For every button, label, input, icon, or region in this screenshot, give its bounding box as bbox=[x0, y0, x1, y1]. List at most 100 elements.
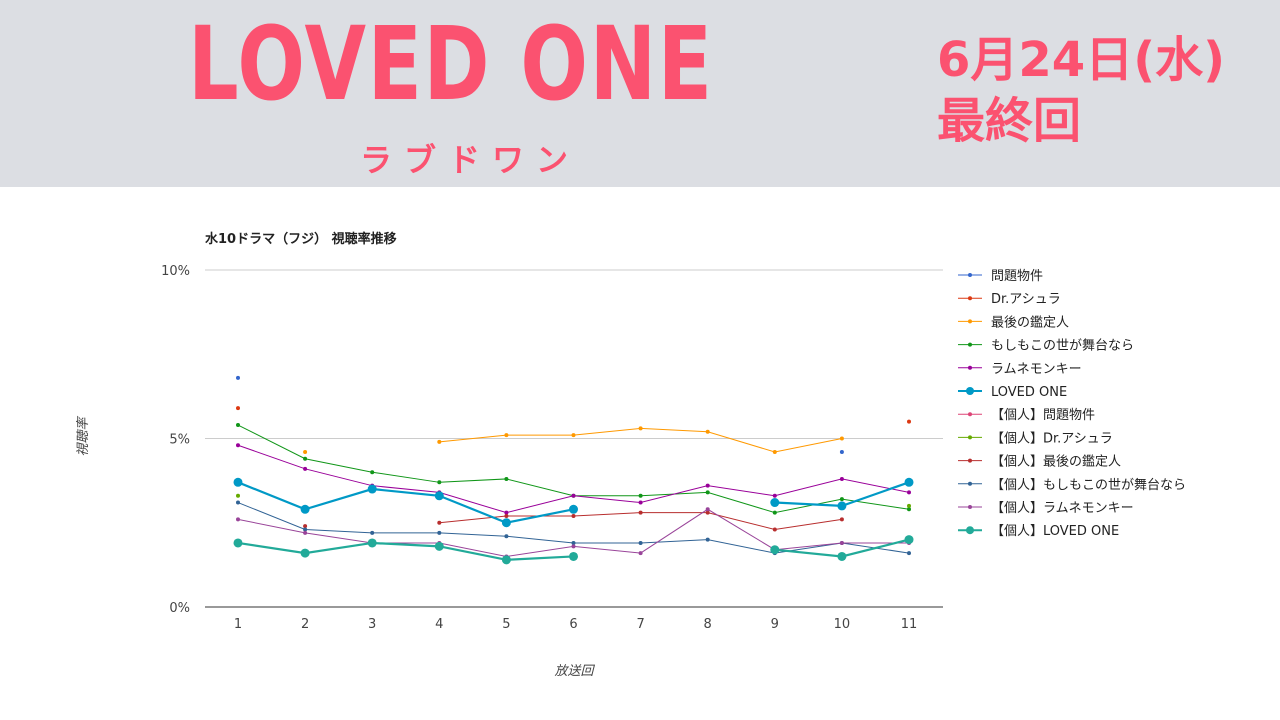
data-point bbox=[434, 491, 444, 501]
legend-item: LOVED ONE bbox=[958, 385, 1067, 400]
data-point bbox=[571, 493, 576, 498]
data-point bbox=[504, 514, 509, 519]
series-2 bbox=[236, 406, 911, 424]
x-tick-label: 6 bbox=[569, 617, 577, 632]
series-9 bbox=[303, 510, 844, 532]
data-point bbox=[571, 540, 576, 545]
data-point bbox=[504, 476, 509, 481]
x-tick-label: 5 bbox=[502, 617, 510, 632]
data-point bbox=[907, 551, 911, 556]
data-point bbox=[770, 498, 780, 508]
data-point bbox=[367, 484, 377, 494]
data-point bbox=[705, 537, 710, 542]
data-point bbox=[236, 500, 240, 505]
legend-label: Dr.アシュラ bbox=[991, 292, 1061, 307]
data-point bbox=[504, 534, 509, 539]
data-point bbox=[907, 503, 911, 508]
chart-grid bbox=[205, 269, 943, 608]
data-point bbox=[303, 524, 308, 529]
series-line bbox=[237, 541, 574, 561]
data-point bbox=[504, 433, 509, 438]
data-point bbox=[437, 530, 442, 535]
legend-label: 【個人】問題物件 bbox=[991, 408, 1095, 423]
data-point bbox=[233, 538, 243, 548]
data-point bbox=[705, 429, 710, 434]
legend-swatch-dot bbox=[966, 387, 974, 395]
data-point bbox=[571, 544, 576, 549]
data-point bbox=[504, 510, 509, 515]
data-point bbox=[370, 530, 375, 535]
data-point bbox=[569, 551, 578, 561]
data-point bbox=[904, 535, 914, 545]
legend-item: 最後の鑑定人 bbox=[958, 314, 1069, 330]
series-line bbox=[237, 481, 574, 524]
legend-item: 問題物件 bbox=[958, 269, 1043, 284]
data-point bbox=[236, 517, 240, 522]
data-point bbox=[839, 436, 844, 441]
data-point bbox=[705, 490, 710, 495]
y-tick-label: 10% bbox=[161, 264, 190, 279]
logo-title: LOVED ONE bbox=[188, 5, 714, 124]
x-tick-label: 10 bbox=[834, 617, 851, 632]
series-12 bbox=[233, 535, 914, 565]
data-point bbox=[501, 518, 511, 528]
chart-title: 水10ドラマ（フジ） 視聴率推移 bbox=[205, 231, 397, 247]
y-axis-ticks: 0% 5% 10% bbox=[161, 264, 190, 616]
data-point bbox=[705, 507, 710, 512]
legend-swatch-dot bbox=[968, 273, 972, 277]
data-point bbox=[437, 439, 442, 444]
data-point bbox=[434, 541, 444, 551]
x-tick-label: 11 bbox=[901, 617, 918, 632]
data-point bbox=[705, 483, 710, 488]
legend-item: 【個人】LOVED ONE bbox=[958, 524, 1119, 539]
legend-swatch-dot bbox=[968, 319, 972, 324]
x-axis-label: 放送回 bbox=[554, 664, 595, 679]
x-tick-label: 2 bbox=[301, 617, 309, 632]
y-tick-label: 5% bbox=[169, 433, 190, 448]
x-tick-label: 7 bbox=[636, 617, 644, 632]
y-axis-label: 視聴率 bbox=[75, 416, 91, 457]
data-point bbox=[437, 480, 442, 485]
series-line bbox=[439, 427, 842, 453]
data-point bbox=[233, 477, 243, 487]
data-point bbox=[638, 493, 643, 498]
legend-label: 【個人】ラムネモンキー bbox=[991, 501, 1134, 516]
legend-label: 【個人】Dr.アシュラ bbox=[991, 431, 1113, 446]
data-point bbox=[638, 510, 643, 515]
data-point bbox=[303, 530, 308, 535]
title-banner: LOVED ONE ラブドワン 6月24日(水) 最終回 bbox=[0, 0, 1280, 187]
legend-item: もしもこの世が舞台なら bbox=[958, 339, 1134, 354]
legend-swatch-dot bbox=[968, 365, 972, 370]
series-8 bbox=[236, 493, 911, 508]
data-point bbox=[907, 419, 911, 424]
legend-item: 【個人】最後の鑑定人 bbox=[958, 454, 1121, 470]
legend-item: ラムネモンキー bbox=[958, 362, 1082, 377]
legend-item: Dr.アシュラ bbox=[958, 292, 1061, 307]
legend-label: ラムネモンキー bbox=[991, 362, 1082, 377]
data-point bbox=[638, 500, 643, 505]
data-point bbox=[638, 540, 643, 545]
data-point bbox=[904, 477, 914, 487]
legend-swatch-dot bbox=[968, 481, 972, 486]
data-point bbox=[839, 476, 844, 481]
data-point bbox=[772, 510, 777, 515]
data-point bbox=[236, 423, 240, 428]
data-point bbox=[236, 406, 240, 411]
legend-swatch-dot bbox=[968, 435, 972, 440]
data-point bbox=[638, 551, 643, 556]
legend-label: 【個人】もしもこの世が舞台なら bbox=[991, 478, 1186, 493]
data-point bbox=[437, 520, 442, 525]
ratings-line-chart: 水10ドラマ（フジ） 視聴率推移 0% 5% 10% 1 2 3 4 5 6 7 8 9 10 11 放… bbox=[75, 231, 1186, 679]
legend-label: LOVED ONE bbox=[991, 385, 1067, 400]
data-point bbox=[839, 540, 844, 545]
series-layer bbox=[233, 375, 914, 565]
data-point bbox=[638, 426, 643, 431]
data-point bbox=[370, 470, 375, 475]
data-point bbox=[839, 449, 844, 454]
data-point bbox=[837, 551, 847, 561]
series-3 bbox=[303, 426, 844, 454]
data-point bbox=[300, 548, 310, 558]
data-point bbox=[770, 545, 780, 555]
series-line bbox=[237, 444, 910, 514]
